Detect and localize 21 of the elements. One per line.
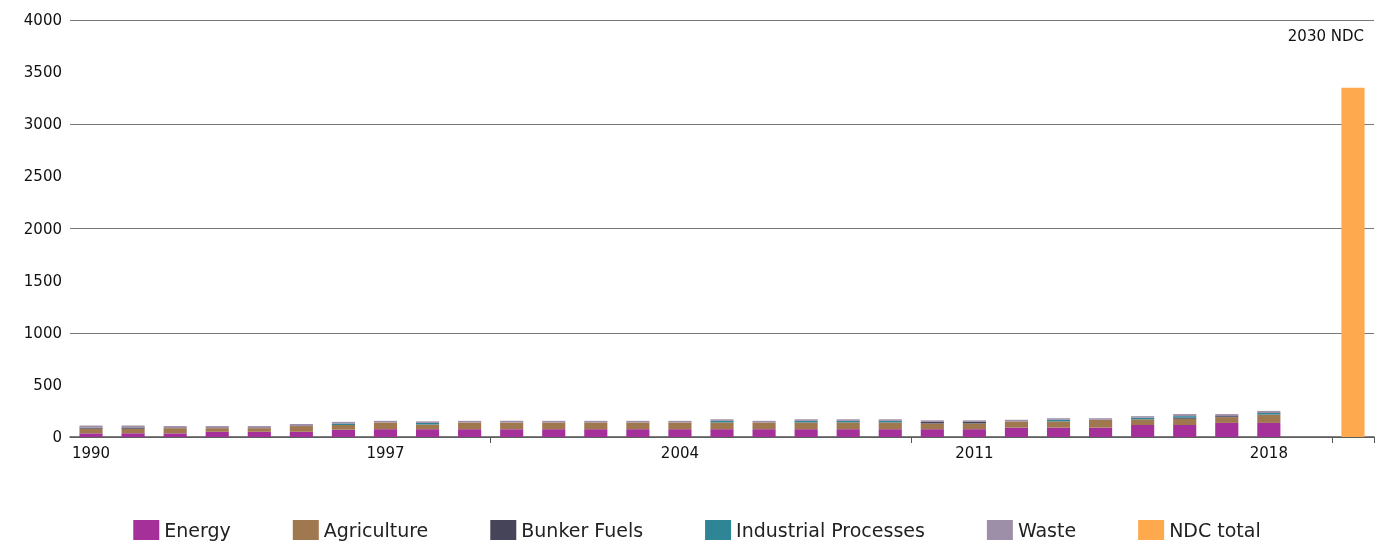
y-tick-label: 1500 (23, 271, 62, 290)
y-tick-label: 500 (33, 375, 62, 394)
legend-label: Bunker Fuels (521, 519, 644, 541)
legend-label: Industrial Processes (736, 519, 925, 541)
x-tick-label: 2018 (1249, 443, 1288, 462)
y-tick-label: 2500 (23, 167, 62, 186)
legend-label: Waste (1017, 519, 1077, 541)
y-tick-label: 1000 (23, 323, 62, 342)
x-tick-label: 2011 (955, 443, 994, 462)
x-tick-label: 1997 (366, 443, 405, 462)
y-tick-label: 4000 (23, 11, 62, 29)
y-tick-label: 3500 (23, 63, 62, 82)
y-tick-label: 0 (52, 428, 62, 446)
y-tick-label: 3000 (23, 115, 62, 134)
y-tick-label: 2000 (23, 219, 62, 238)
legend-label: Energy (164, 519, 231, 541)
x-tick-label: 2004 (660, 443, 700, 462)
legend-label: Agriculture (323, 519, 429, 541)
annotation: 2030 NDC (1287, 26, 1364, 45)
legend-label: NDC total (1169, 519, 1261, 541)
x-tick-label: 1990 (71, 443, 111, 462)
